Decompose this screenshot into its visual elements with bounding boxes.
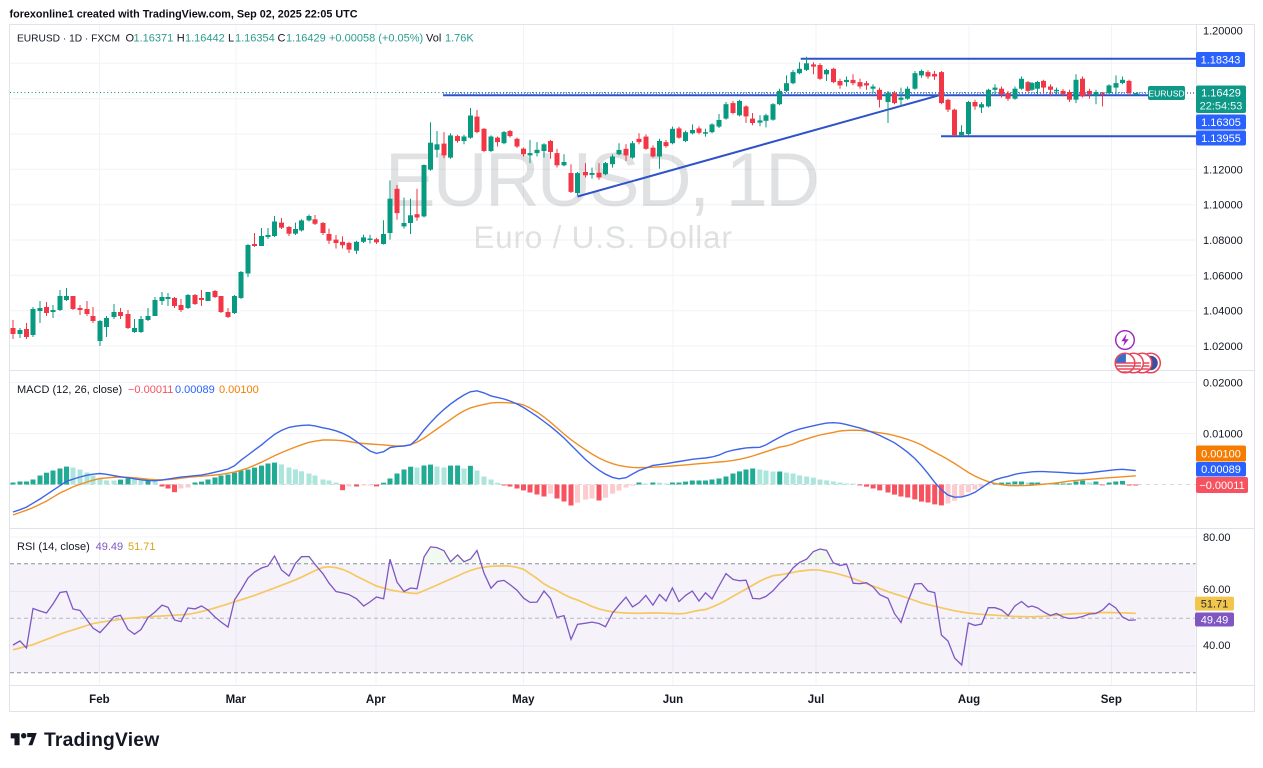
svg-text:1.08000: 1.08000 <box>1203 235 1243 247</box>
svg-text:1.06000: 1.06000 <box>1203 270 1243 282</box>
svg-text:1.16371: 1.16371 <box>134 33 174 45</box>
svg-text:C: C <box>278 33 286 45</box>
svg-text:Jun: Jun <box>663 694 683 706</box>
svg-text:1.02000: 1.02000 <box>1203 341 1243 353</box>
svg-text:1.18343: 1.18343 <box>1201 55 1241 67</box>
svg-text:49.49: 49.49 <box>1201 615 1229 627</box>
svg-text:1.16429: 1.16429 <box>1201 88 1241 100</box>
svg-text:1.04000: 1.04000 <box>1203 306 1243 318</box>
svg-text:51.71: 51.71 <box>128 541 156 553</box>
svg-text:Apr: Apr <box>366 694 386 706</box>
svg-text:TradingView: TradingView <box>44 730 160 751</box>
svg-text:MACD (12, 26, close): MACD (12, 26, close) <box>17 384 122 396</box>
svg-text:May: May <box>512 694 535 706</box>
svg-text:Mar: Mar <box>226 694 247 706</box>
svg-text:1.16354: 1.16354 <box>235 33 275 45</box>
svg-text:H: H <box>177 33 185 45</box>
svg-text:Vol: Vol <box>426 33 441 45</box>
svg-text:22:54:53: 22:54:53 <box>1200 101 1243 113</box>
svg-text:Jul: Jul <box>808 694 825 706</box>
svg-text:1.20000: 1.20000 <box>1203 26 1243 38</box>
svg-text:1.12000: 1.12000 <box>1203 164 1243 176</box>
svg-text:O: O <box>126 33 135 45</box>
svg-text:40.00: 40.00 <box>1203 640 1231 652</box>
svg-text:0.01000: 0.01000 <box>1203 429 1243 441</box>
svg-text:49.49: 49.49 <box>96 541 124 553</box>
svg-text:1.13955: 1.13955 <box>1201 133 1241 145</box>
svg-text:1.76K: 1.76K <box>445 33 474 45</box>
svg-text:Feb: Feb <box>89 694 109 706</box>
svg-text:1.16442: 1.16442 <box>185 33 225 45</box>
svg-text:1.16429: 1.16429 <box>286 33 326 45</box>
svg-text:1.10000: 1.10000 <box>1203 200 1243 212</box>
svg-text:0.00100: 0.00100 <box>1201 449 1241 461</box>
svg-text:0.02000: 0.02000 <box>1203 377 1243 389</box>
svg-text:60.00: 60.00 <box>1203 584 1231 596</box>
svg-text:0.00089: 0.00089 <box>175 384 215 396</box>
svg-text:Sep: Sep <box>1101 694 1122 706</box>
svg-text:EURUSD · 1D · FXCM: EURUSD · 1D · FXCM <box>17 34 120 45</box>
svg-text:−0.00011: −0.00011 <box>1199 480 1244 492</box>
svg-text:0.00100: 0.00100 <box>219 384 259 396</box>
svg-text:Aug: Aug <box>958 694 980 706</box>
svg-text:RSI (14, close): RSI (14, close) <box>17 541 90 553</box>
svg-text:L: L <box>228 33 234 45</box>
svg-text:+0.00058 (+0.05%): +0.00058 (+0.05%) <box>329 33 423 45</box>
svg-text:forexonline1 created with Trad: forexonline1 created with TradingView.co… <box>10 9 358 21</box>
svg-text:Euro / U.S. Dollar: Euro / U.S. Dollar <box>473 219 732 255</box>
svg-text:51.71: 51.71 <box>1201 599 1229 611</box>
svg-text:1.16305: 1.16305 <box>1201 117 1241 129</box>
svg-text:−0.00011: −0.00011 <box>128 384 173 396</box>
svg-text:EURUSD, 1D: EURUSD, 1D <box>385 138 817 223</box>
svg-text:EURUSD: EURUSD <box>1148 89 1184 99</box>
svg-text:0.00089: 0.00089 <box>1201 464 1241 476</box>
svg-text:80.00: 80.00 <box>1203 532 1231 544</box>
